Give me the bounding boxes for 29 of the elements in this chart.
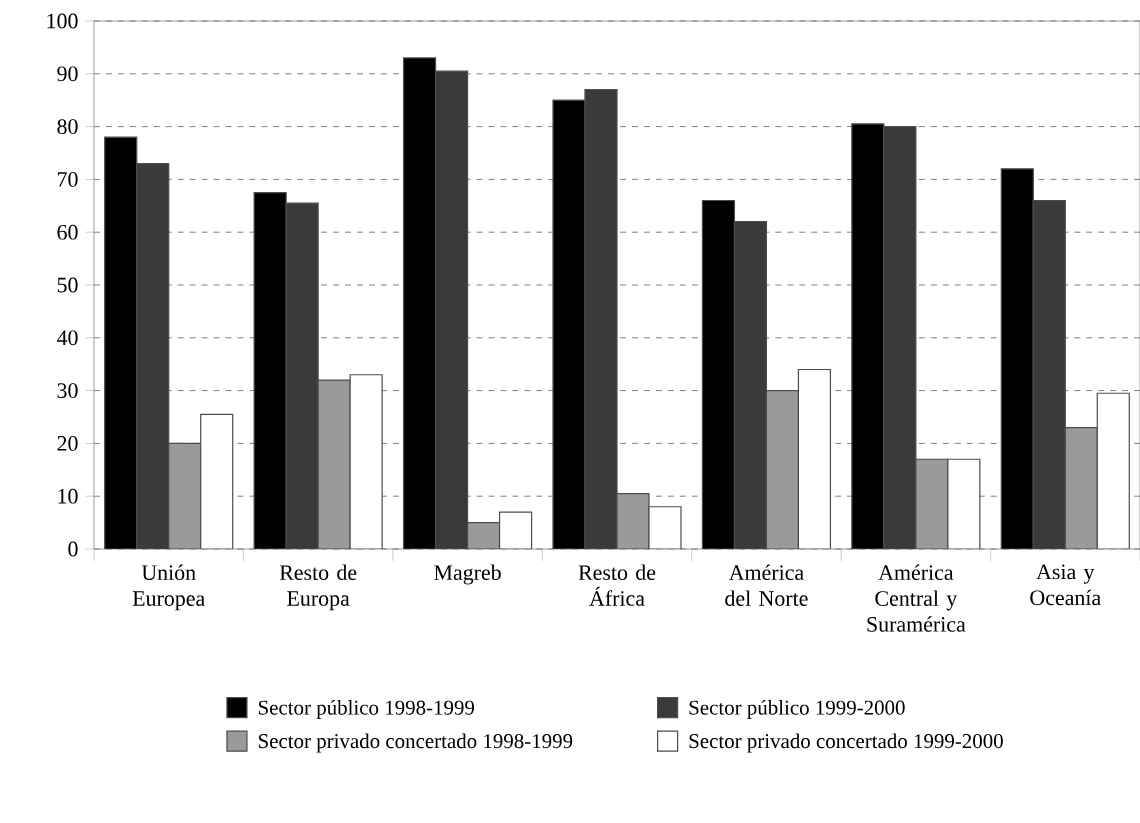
- bar: [168, 442, 202, 549]
- y-tick-label: 0: [68, 541, 78, 557]
- legend-label: Sector público 1998-1999: [258, 699, 475, 719]
- y-tick-label: 10: [58, 488, 78, 504]
- x-tick-label: Resto de África: [578, 564, 656, 606]
- bar: [466, 522, 501, 549]
- y-tick-label: 80: [57, 119, 78, 134]
- x-tick-label: Asia y Oceanía: [1030, 564, 1101, 606]
- x-tick-label: Resto de Europa: [279, 564, 357, 611]
- y-tick-label: 20: [57, 436, 78, 451]
- legend-label: Sector privado concertado 1998-1999: [258, 733, 573, 753]
- x-tick-label: Magreb: [434, 564, 501, 585]
- x-tick-label: América Central y Suramérica: [867, 564, 966, 632]
- x-tick-label: América del Norte: [725, 564, 808, 606]
- bar: [317, 379, 351, 549]
- y-tick-label: 60: [57, 224, 78, 240]
- bar: [765, 389, 800, 549]
- y-tick-label: 90: [57, 66, 78, 82]
- bar: [915, 458, 949, 549]
- y-tick-label: 100: [47, 13, 78, 29]
- y-tick-label: 40: [56, 330, 78, 346]
- y-tick-label: 70: [57, 172, 78, 187]
- legend-label: Sector privado concertado 1999-2000: [689, 733, 1003, 753]
- bar: [616, 492, 650, 549]
- y-tick-label: 30: [57, 383, 78, 398]
- y-tick-label: 50: [57, 277, 78, 293]
- x-tick-label: Unión Europea: [132, 564, 205, 611]
- legend-label: Sector público 1999-2000: [689, 699, 905, 719]
- bar: [1064, 426, 1098, 549]
